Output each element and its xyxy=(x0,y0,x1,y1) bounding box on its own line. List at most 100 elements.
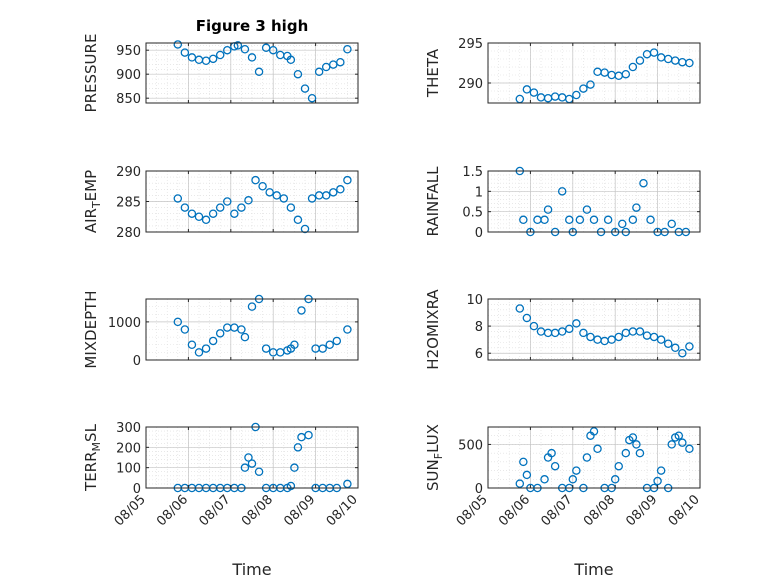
x-tick-label: 08/10 xyxy=(324,492,361,529)
data-point xyxy=(614,461,623,471)
data-point xyxy=(307,194,317,203)
axes-box xyxy=(145,298,359,361)
data-point xyxy=(208,54,218,64)
subplot-4: 0 0.5 1 1.5 RAINFALL xyxy=(424,165,701,241)
data-point xyxy=(529,88,539,97)
data-point xyxy=(314,67,324,77)
data-point xyxy=(237,203,246,212)
data-point xyxy=(293,443,303,452)
data-point xyxy=(240,332,250,342)
data-point xyxy=(649,48,659,57)
data-point xyxy=(519,457,528,467)
y-tick-label: 200 xyxy=(116,441,141,456)
y-axis-label: PRESSURE xyxy=(82,34,100,113)
data-point xyxy=(610,475,620,484)
data-point xyxy=(667,219,676,229)
data-point xyxy=(336,185,345,194)
data-point xyxy=(258,181,267,191)
y-tick-label: 300 xyxy=(116,421,141,436)
y-tick-label: 0 xyxy=(133,482,141,497)
data-point xyxy=(579,328,588,338)
data-point xyxy=(240,44,250,54)
data-point xyxy=(568,475,578,484)
x-axis-label-right: Time xyxy=(573,560,613,579)
data-point xyxy=(293,69,303,79)
data-point xyxy=(582,205,592,214)
subplot-3: 280 285 290 AIRTEMP xyxy=(82,165,359,241)
data-point xyxy=(300,84,310,93)
data-point xyxy=(272,191,281,200)
subplot-5: 0 1000 MIXDEPTH xyxy=(82,290,359,369)
data-point xyxy=(247,302,257,311)
x-tick-label: 08/07 xyxy=(197,492,234,529)
subplot-1: 850 900 950 PRESSURE xyxy=(82,34,359,113)
x-tick-label: 08/05 xyxy=(454,492,491,529)
data-point xyxy=(215,50,225,60)
data-point xyxy=(628,433,638,442)
data-point xyxy=(268,45,278,55)
y-tick-label: 1000 xyxy=(108,316,141,331)
data-point xyxy=(628,62,638,72)
data-point xyxy=(321,191,331,200)
data-point xyxy=(240,463,250,472)
data-point xyxy=(529,321,539,331)
x-tick-label: 08/09 xyxy=(281,492,318,529)
data-point xyxy=(540,215,549,225)
data-point xyxy=(233,41,243,50)
y-tick-label: 290 xyxy=(116,165,141,180)
data-point xyxy=(261,344,271,353)
axes-box xyxy=(487,170,701,233)
data-point xyxy=(635,56,645,65)
y-axis-label: AIRTEMP xyxy=(82,170,103,233)
data-point xyxy=(522,85,532,94)
data-point xyxy=(286,55,296,65)
data-point xyxy=(180,48,190,57)
data-point xyxy=(329,188,338,197)
y-tick-label: 285 xyxy=(116,196,141,211)
y-tick-label: 100 xyxy=(116,462,141,477)
data-point xyxy=(515,304,525,313)
data-point xyxy=(621,448,631,458)
data-point xyxy=(685,58,694,68)
data-point xyxy=(565,324,574,334)
data-point xyxy=(247,53,257,62)
data-point xyxy=(343,175,352,185)
data-point xyxy=(639,178,648,188)
data-point xyxy=(515,479,525,488)
y-tick-label: 6 xyxy=(475,347,483,362)
subplot-2: 290 295 THETA xyxy=(424,37,701,104)
x-tick-label: 08/06 xyxy=(154,492,191,529)
data-point xyxy=(603,215,613,225)
y-tick-label: 10 xyxy=(466,293,483,308)
data-point xyxy=(180,203,190,212)
x-tick-label: 08/08 xyxy=(581,492,618,529)
data-point xyxy=(667,440,676,449)
x-tick-label: 08/05 xyxy=(112,492,149,529)
data-point xyxy=(543,205,553,214)
data-point xyxy=(589,215,599,225)
subplot-7: 0 100 200 300 08/05 08/06 08/07 08/08 08/09 08/10… xyxy=(82,421,361,529)
data-point xyxy=(343,44,352,54)
data-point xyxy=(674,431,684,440)
subplot-6: 6 8 10 H2OMIXRA xyxy=(424,289,701,370)
data-point xyxy=(579,84,588,93)
y-tick-label: 0 xyxy=(133,354,141,369)
y-tick-label: 950 xyxy=(116,44,141,59)
y-tick-label: 290 xyxy=(458,77,483,92)
data-point xyxy=(290,463,299,472)
data-point xyxy=(582,453,592,462)
data-point xyxy=(307,93,317,103)
data-point xyxy=(593,444,602,454)
data-point xyxy=(215,203,225,212)
x-tick-label: 08/08 xyxy=(239,492,276,529)
data-point xyxy=(215,329,225,338)
data-point xyxy=(251,175,260,185)
data-point xyxy=(646,215,655,225)
data-point xyxy=(208,209,218,218)
x-tick-label: 08/07 xyxy=(539,492,576,529)
data-point xyxy=(325,340,334,349)
data-point xyxy=(572,319,581,328)
data-point xyxy=(201,344,211,353)
data-point xyxy=(265,188,274,197)
data-point xyxy=(685,342,694,351)
